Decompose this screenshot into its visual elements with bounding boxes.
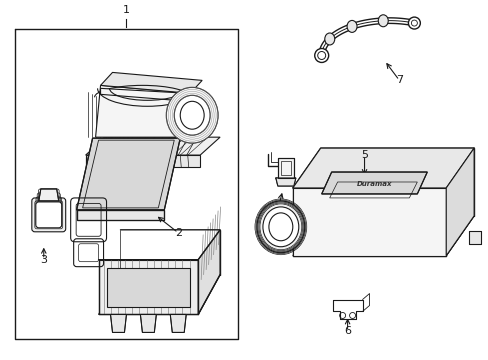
Polygon shape [321, 172, 427, 194]
Polygon shape [140, 315, 156, 332]
Polygon shape [99, 260, 198, 315]
FancyBboxPatch shape [32, 198, 65, 232]
Polygon shape [85, 155, 200, 167]
Polygon shape [446, 148, 473, 256]
Polygon shape [101, 88, 188, 101]
Ellipse shape [263, 207, 298, 247]
Polygon shape [292, 216, 473, 256]
Ellipse shape [314, 49, 328, 62]
Text: 1: 1 [122, 5, 130, 15]
Polygon shape [170, 315, 186, 332]
Text: 7: 7 [395, 75, 402, 85]
Polygon shape [292, 148, 473, 188]
Text: 2: 2 [174, 228, 182, 238]
Polygon shape [468, 231, 480, 244]
Polygon shape [77, 138, 180, 210]
Text: 3: 3 [40, 255, 47, 265]
Ellipse shape [378, 15, 387, 27]
Ellipse shape [407, 17, 420, 29]
Polygon shape [85, 137, 220, 155]
Ellipse shape [268, 213, 292, 241]
Polygon shape [277, 158, 293, 178]
Polygon shape [39, 189, 59, 201]
Ellipse shape [256, 201, 304, 253]
FancyBboxPatch shape [36, 202, 61, 228]
Text: 4: 4 [274, 205, 281, 215]
Polygon shape [110, 315, 126, 332]
Polygon shape [95, 85, 190, 137]
Polygon shape [270, 207, 292, 242]
Polygon shape [292, 188, 446, 256]
Text: Duramax: Duramax [356, 181, 391, 187]
Ellipse shape [166, 87, 218, 143]
Text: 5: 5 [360, 150, 367, 160]
Ellipse shape [324, 33, 334, 45]
Ellipse shape [180, 101, 203, 129]
Ellipse shape [346, 21, 356, 32]
Ellipse shape [174, 95, 210, 135]
Polygon shape [275, 178, 295, 186]
Ellipse shape [317, 51, 325, 59]
Polygon shape [106, 268, 190, 306]
Ellipse shape [410, 20, 417, 26]
Polygon shape [77, 210, 164, 220]
Polygon shape [198, 230, 220, 315]
Text: 6: 6 [344, 327, 350, 336]
Polygon shape [99, 275, 220, 315]
Polygon shape [101, 72, 202, 93]
